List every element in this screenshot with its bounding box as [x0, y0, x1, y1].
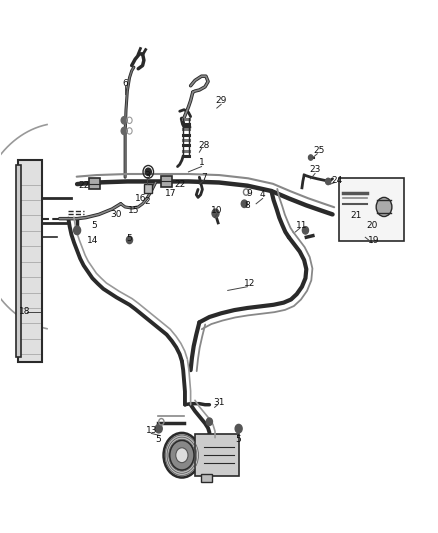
Text: 10: 10	[211, 206, 223, 215]
Text: 1: 1	[199, 158, 205, 167]
Bar	[195, 434, 239, 477]
Text: 16: 16	[134, 194, 146, 203]
Circle shape	[302, 227, 308, 234]
Bar	[201, 474, 212, 482]
Circle shape	[163, 433, 200, 478]
Text: 19: 19	[368, 237, 380, 246]
Text: 25: 25	[314, 146, 325, 155]
Circle shape	[170, 440, 194, 470]
Text: 20: 20	[366, 221, 378, 230]
Text: 9: 9	[247, 189, 252, 198]
Text: 7: 7	[201, 173, 207, 182]
Text: 12: 12	[244, 279, 255, 288]
Text: 6: 6	[122, 78, 128, 87]
Text: 13: 13	[145, 426, 157, 435]
Text: 14: 14	[87, 237, 98, 246]
Text: 22: 22	[78, 181, 89, 190]
Circle shape	[121, 127, 127, 135]
Circle shape	[235, 424, 242, 433]
Circle shape	[206, 418, 212, 425]
Text: 24: 24	[331, 176, 343, 185]
Text: 11: 11	[296, 221, 308, 230]
Circle shape	[376, 197, 392, 216]
Circle shape	[155, 424, 162, 433]
Text: 2: 2	[144, 197, 150, 206]
Text: 15: 15	[128, 206, 140, 215]
Text: 31: 31	[213, 398, 225, 407]
Bar	[89, 178, 100, 189]
Text: 17: 17	[165, 189, 177, 198]
Text: 5: 5	[236, 435, 241, 444]
Circle shape	[241, 200, 247, 207]
Text: 21: 21	[351, 212, 362, 221]
Circle shape	[145, 168, 151, 175]
Text: 5: 5	[155, 435, 161, 444]
Bar	[18, 160, 42, 362]
Text: 23: 23	[309, 165, 321, 174]
Circle shape	[308, 155, 313, 160]
Text: 30: 30	[111, 210, 122, 219]
Text: 29: 29	[215, 96, 227, 105]
Text: 3: 3	[144, 171, 150, 180]
Circle shape	[176, 448, 188, 463]
Circle shape	[74, 226, 81, 235]
Circle shape	[121, 117, 127, 124]
Text: 4: 4	[260, 190, 265, 199]
Circle shape	[325, 178, 331, 184]
Text: 18: 18	[19, 307, 31, 316]
Bar	[144, 183, 152, 193]
Circle shape	[127, 236, 133, 244]
Text: 22: 22	[174, 180, 185, 189]
Circle shape	[212, 209, 219, 217]
Bar	[161, 176, 172, 187]
Text: 8: 8	[244, 201, 250, 210]
Text: 5: 5	[92, 221, 97, 230]
Bar	[16, 165, 21, 357]
Bar	[339, 178, 404, 241]
Text: 28: 28	[198, 141, 209, 150]
Text: 5: 5	[127, 234, 132, 243]
